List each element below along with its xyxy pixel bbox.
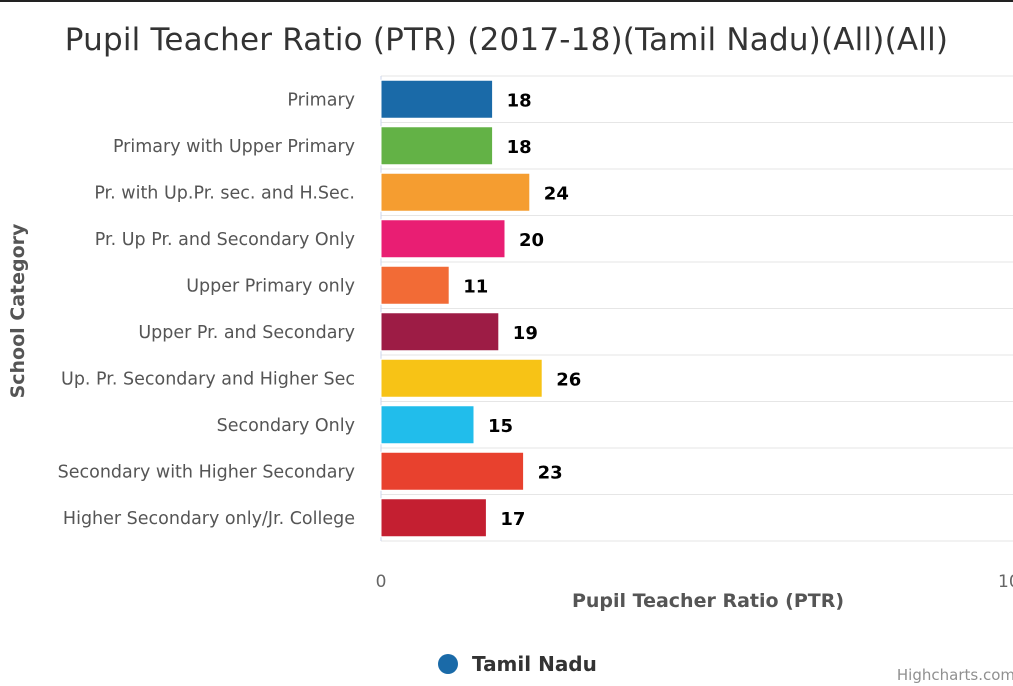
data-labels: 18 18 24 20 11 19 26 15 23 17: [463, 90, 581, 530]
data-label: 15: [488, 416, 513, 437]
top-border: [0, 0, 1013, 2]
category-labels: Primary Primary with Upper Primary Pr. wit…: [58, 90, 355, 529]
x-axis-title: Pupil Teacher Ratio (PTR): [571, 590, 845, 612]
bar[interactable]: [380, 451, 525, 491]
bar[interactable]: [380, 405, 475, 445]
data-label: 24: [544, 183, 569, 204]
category-label: Upper Primary only: [186, 276, 355, 296]
legend[interactable]: Tamil Nadu: [438, 652, 597, 676]
y-axis-title: School Category: [7, 223, 29, 399]
category-label: Primary with Upper Primary: [113, 137, 355, 157]
bar[interactable]: [380, 219, 506, 259]
bar[interactable]: [380, 172, 531, 212]
legend-item-tamil-nadu[interactable]: Tamil Nadu: [472, 652, 597, 676]
category-label: Pr. Up Pr. and Secondary Only: [95, 230, 355, 250]
bar[interactable]: [380, 358, 543, 398]
grid-lines: [380, 75, 1013, 542]
data-label: 11: [463, 276, 488, 297]
category-label: Secondary Only: [217, 416, 355, 436]
data-label: 26: [556, 369, 581, 390]
data-label: 19: [513, 323, 538, 344]
x-tick-label: 0: [376, 572, 387, 592]
legend-marker-icon: [438, 654, 458, 674]
highcharts-credits[interactable]: Highcharts.com: [896, 666, 1013, 684]
data-label: 20: [519, 230, 544, 251]
bars: [380, 79, 543, 538]
category-label: Pr. with Up.Pr. sec. and H.Sec.: [94, 183, 355, 203]
data-label: 18: [507, 90, 532, 111]
data-label: 23: [538, 462, 563, 483]
data-label: 18: [507, 137, 532, 158]
x-tick-label: 10: [998, 572, 1013, 592]
category-label: Primary: [287, 90, 355, 110]
chart-title: Pupil Teacher Ratio (PTR) (2017-18)(Tami…: [64, 22, 949, 58]
category-label: Higher Secondary only/Jr. College: [63, 509, 355, 529]
category-label: Secondary with Higher Secondary: [58, 462, 355, 482]
bar[interactable]: [380, 498, 487, 538]
bar[interactable]: [380, 126, 494, 166]
category-label: Upper Pr. and Secondary: [138, 323, 355, 343]
bar[interactable]: [380, 265, 450, 305]
bar[interactable]: [380, 79, 494, 119]
data-label: 17: [500, 509, 525, 530]
bar[interactable]: [380, 312, 500, 352]
x-axis-ticks: 0 10: [376, 572, 1013, 592]
category-label: Up. Pr. Secondary and Higher Sec: [61, 369, 355, 389]
